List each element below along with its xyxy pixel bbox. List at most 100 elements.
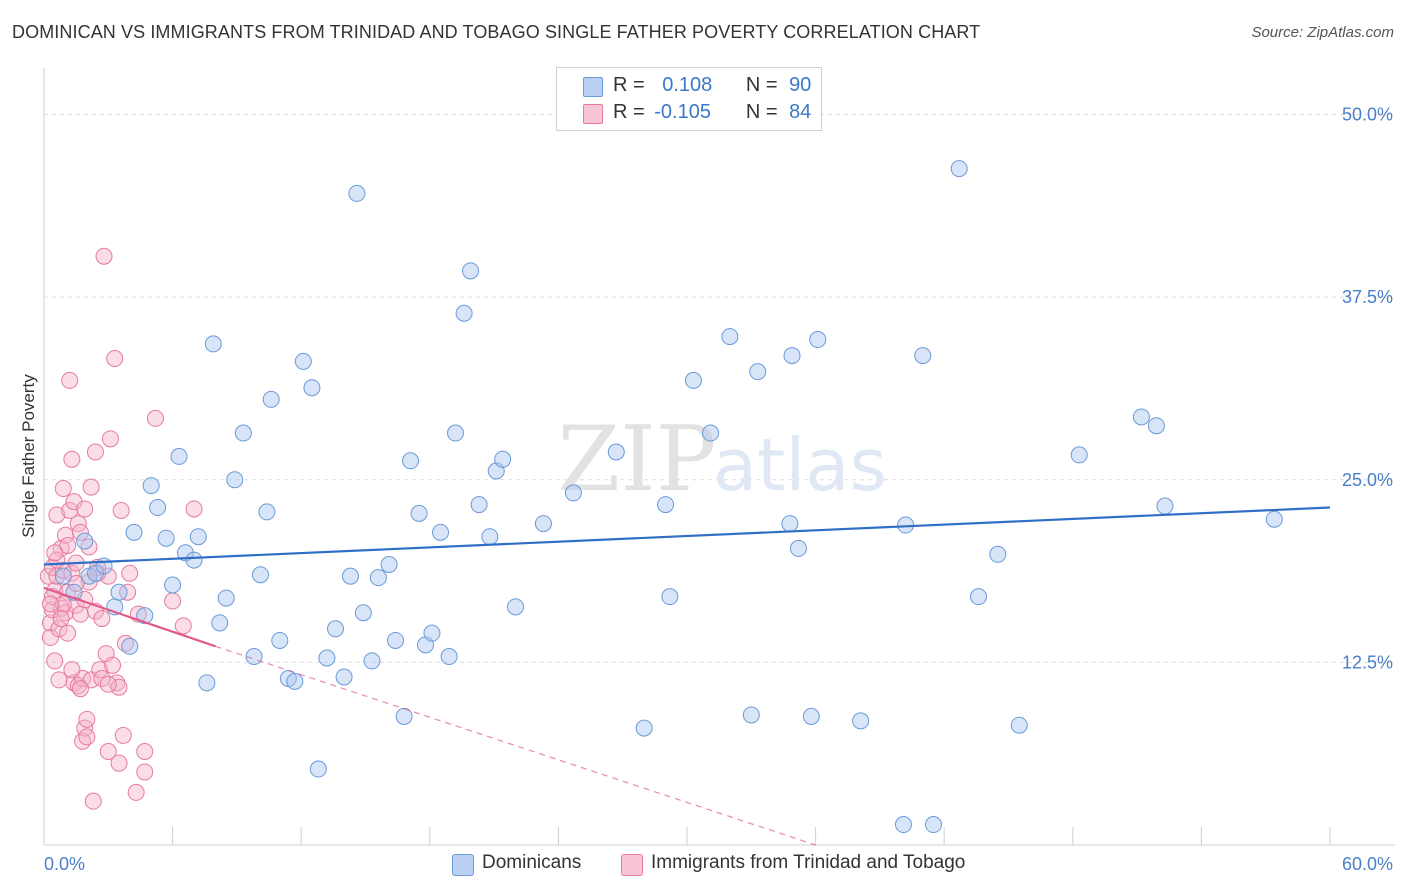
point-dominican-49: [423, 624, 441, 642]
point-trinidad-64: [136, 742, 154, 760]
point-trinidad-9: [50, 671, 68, 689]
point-trinidad-5: [46, 652, 64, 670]
legend-swatch-blue: [583, 77, 603, 97]
point-dominican-19: [198, 674, 216, 692]
gridlines: [44, 114, 1395, 663]
point-dominican-8: [121, 637, 139, 655]
point-dominican-73: [789, 539, 807, 557]
point-trinidad-66: [146, 409, 164, 427]
legend-n-label: N =: [745, 101, 778, 123]
point-dominican-5: [95, 557, 113, 575]
point-dominican-71: [781, 515, 799, 533]
point-dominican-23: [226, 471, 244, 489]
y-tick-label-1: 25.0%: [1342, 470, 1393, 490]
point-dominican-36: [326, 620, 344, 638]
point-dominican-79: [924, 816, 942, 834]
point-dominican-46: [402, 452, 420, 470]
series-dominicans: [54, 160, 1283, 834]
legend-swatch-blue: [452, 854, 474, 876]
point-trinidad-75: [59, 537, 77, 555]
point-dominican-87: [1156, 497, 1174, 515]
x-tick-label-right: 60.0%: [1342, 854, 1393, 874]
watermark-atlas: atlas: [713, 423, 887, 507]
point-dominican-80: [950, 160, 968, 178]
point-dominican-89: [914, 347, 932, 365]
legend-label-dominicans: Dominicans: [482, 852, 582, 873]
point-dominican-66: [684, 371, 702, 389]
point-trinidad-67: [164, 592, 182, 610]
point-dominican-21: [211, 614, 229, 632]
point-dominican-29: [271, 631, 289, 649]
point-dominican-72: [783, 347, 801, 365]
point-dominican-22: [217, 589, 235, 607]
point-dominican-76: [852, 712, 870, 730]
point-trinidad-58: [114, 726, 132, 744]
point-dominican-61: [564, 484, 582, 502]
point-dominican-2: [76, 532, 94, 550]
point-trinidad-68: [174, 617, 192, 635]
point-dominican-51: [440, 648, 458, 666]
point-dominican-0: [54, 567, 72, 585]
correlation-legend: R = 0.108 N = 90 R = -0.105 N = 84: [556, 67, 822, 131]
series-legend: Dominicans Immigrants from Trinidad and …: [0, 852, 1406, 878]
point-dominican-47: [410, 504, 428, 522]
point-dominican-44: [387, 631, 405, 649]
point-dominican-43: [380, 555, 398, 573]
point-dominican-18: [189, 528, 207, 546]
point-dominican-9: [125, 523, 143, 541]
point-dominican-38: [341, 567, 359, 585]
point-dominican-75: [809, 331, 827, 349]
point-dominican-74: [802, 707, 820, 725]
point-trinidad-81: [63, 661, 81, 679]
point-dominican-13: [157, 529, 175, 547]
point-dominican-41: [363, 652, 381, 670]
x-tick-label-left: 0.0%: [44, 854, 85, 874]
point-trinidad-10: [50, 620, 68, 638]
point-trinidad-47: [95, 247, 113, 265]
point-trinidad-18: [59, 624, 77, 642]
trend-line-trinidad-extension: [215, 645, 816, 846]
point-dominican-11: [142, 477, 160, 495]
point-dominican-37: [335, 668, 353, 686]
chart-title: DOMINICAN VS IMMIGRANTS FROM TRINIDAD AN…: [12, 22, 981, 42]
point-dominican-88: [1265, 510, 1283, 528]
point-trinidad-29: [71, 605, 89, 623]
y-tick-label-0: 12.5%: [1342, 652, 1393, 672]
trend-lines: [43, 506, 1331, 846]
point-dominican-53: [455, 304, 473, 322]
point-dominican-40: [354, 604, 372, 622]
point-dominican-54: [462, 262, 480, 280]
point-trinidad-19: [61, 371, 79, 389]
y-tick-label-2: 37.5%: [1342, 287, 1393, 307]
point-dominican-64: [657, 496, 675, 514]
watermark-zip: ZIP: [558, 407, 717, 512]
point-trinidad-52: [104, 656, 122, 674]
point-dominican-50: [432, 523, 450, 541]
point-trinidad-82: [46, 544, 64, 562]
point-dominican-84: [1070, 446, 1088, 464]
point-trinidad-21: [63, 450, 81, 468]
point-trinidad-80: [93, 610, 111, 628]
legend-r-value: 0.108: [662, 74, 713, 96]
point-trinidad-55: [110, 678, 128, 696]
legend-n-value: 84: [789, 101, 812, 123]
tick-labels: 12.5% 25.0% 37.5% 50.0% 0.0% 60.0%: [44, 105, 1393, 874]
point-dominican-7: [110, 583, 128, 601]
point-dominican-27: [258, 503, 276, 521]
legend-swatch-pink: [621, 854, 643, 876]
point-trinidad-78: [52, 610, 70, 628]
point-dominican-85: [1132, 408, 1150, 426]
point-trinidad-77: [41, 595, 59, 613]
point-dominican-52: [447, 424, 465, 442]
point-trinidad-38: [80, 573, 98, 591]
point-trinidad-60: [119, 583, 137, 601]
point-trinidad-34: [76, 500, 94, 518]
point-trinidad-62: [127, 783, 145, 801]
point-trinidad-2: [41, 629, 59, 647]
point-trinidad-49: [99, 567, 117, 585]
point-dominican-58: [494, 450, 512, 468]
point-trinidad-1: [41, 614, 59, 632]
point-dominican-33: [303, 379, 321, 397]
point-dominican-77: [894, 816, 912, 834]
